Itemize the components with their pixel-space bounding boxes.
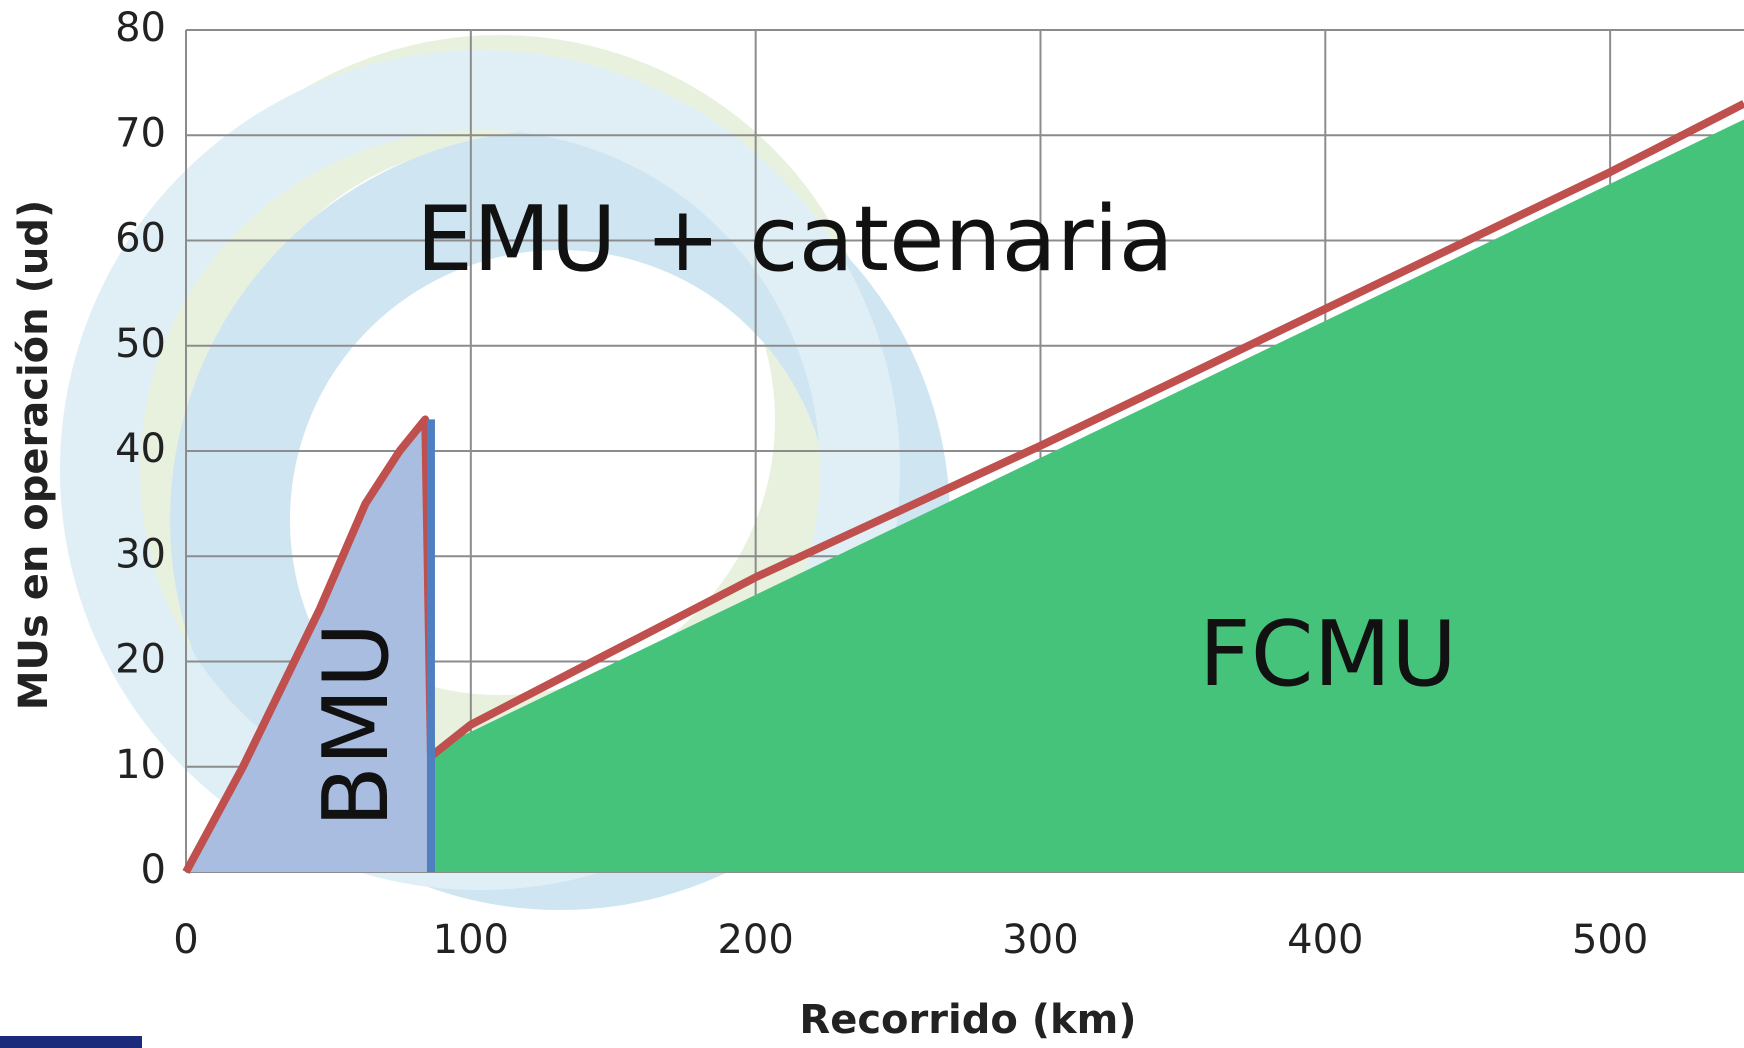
annotation: BMU xyxy=(304,622,409,827)
y-tick-label: 40 xyxy=(115,426,166,472)
x-tick-label: 300 xyxy=(1002,917,1078,963)
x-tick-label: 0 xyxy=(173,917,198,963)
x-axis-title: Recorrido (km) xyxy=(799,997,1136,1043)
y-tick-label: 20 xyxy=(115,637,166,683)
y-tick-label: 60 xyxy=(115,216,166,262)
marks xyxy=(182,100,1744,874)
y-tick-label: 80 xyxy=(115,5,166,51)
y-tick-label: 50 xyxy=(115,321,166,367)
line xyxy=(182,100,1744,874)
x-tick-label: 400 xyxy=(1287,917,1363,963)
y-tick-label: 0 xyxy=(141,847,166,893)
area xyxy=(430,119,1744,872)
y-tick-label: 30 xyxy=(115,531,166,577)
annotation: FCMU xyxy=(1199,602,1457,707)
logo xyxy=(0,1036,142,1048)
x-tick-label: 500 xyxy=(1572,917,1648,963)
x-tick-label: 200 xyxy=(717,917,793,963)
annotation: EMU + catenaria xyxy=(416,187,1174,292)
y-axis-title: MUs en operación (ud) xyxy=(11,200,57,711)
y-tick-label: 70 xyxy=(115,110,166,156)
x-tick-label: 100 xyxy=(433,917,509,963)
y-tick-label: 10 xyxy=(115,742,166,788)
